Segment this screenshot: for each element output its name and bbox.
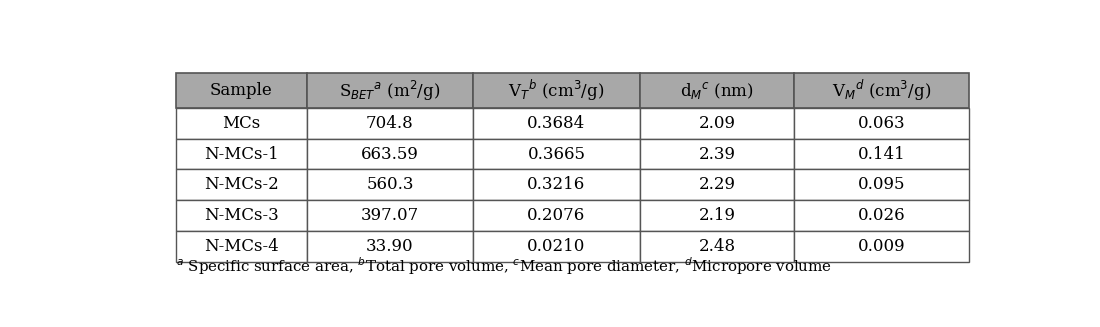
Text: 0.3216: 0.3216 [527,176,585,193]
Bar [640,73,794,108]
Text: 33.90: 33.90 [366,238,414,255]
Bar [176,108,307,139]
Text: 2.39: 2.39 [698,146,736,163]
Text: N-MCs-4: N-MCs-4 [204,238,278,255]
Text: $^{a}$ Specific surface area, $^{b}$Total pore volume, $^{c}$Mean pore diameter,: $^{a}$ Specific surface area, $^{b}$Tota… [176,255,832,277]
Text: 2.09: 2.09 [698,115,736,132]
Text: 0.009: 0.009 [858,238,905,255]
Text: N-MCs-1: N-MCs-1 [204,146,278,163]
Bar [176,200,307,231]
Text: 0.026: 0.026 [858,207,905,224]
Bar [640,169,794,200]
Bar [794,169,969,200]
Text: S$_{BET}$$^{a}$ (m$^{2}$/g): S$_{BET}$$^{a}$ (m$^{2}$/g) [339,78,441,103]
Bar [307,139,473,169]
Text: d$_{M}$$^{c}$ (nm): d$_{M}$$^{c}$ (nm) [680,80,754,101]
Bar [640,139,794,169]
Bar [176,73,307,108]
Text: 560.3: 560.3 [366,176,414,193]
Text: 0.095: 0.095 [858,176,905,193]
Text: 663.59: 663.59 [361,146,419,163]
Text: 397.07: 397.07 [361,207,419,224]
Bar [473,231,640,262]
Bar [307,231,473,262]
Text: 2.19: 2.19 [698,207,736,224]
Text: V$_{M}$$^{d}$ (cm$^{3}$/g): V$_{M}$$^{d}$ (cm$^{3}$/g) [832,78,931,103]
Bar [794,200,969,231]
Bar [307,108,473,139]
Bar [473,200,640,231]
Bar [794,73,969,108]
Bar [176,139,307,169]
Text: 0.141: 0.141 [858,146,905,163]
Bar [473,169,640,200]
Bar [473,139,640,169]
Text: N-MCs-3: N-MCs-3 [204,207,278,224]
Bar [176,169,307,200]
Text: 0.063: 0.063 [858,115,905,132]
Bar [794,231,969,262]
Bar [794,108,969,139]
Bar [307,169,473,200]
Text: 0.2076: 0.2076 [527,207,585,224]
Text: 0.3684: 0.3684 [527,115,585,132]
Bar [794,139,969,169]
Text: 0.3665: 0.3665 [527,146,585,163]
Text: 2.48: 2.48 [698,238,736,255]
Bar [473,73,640,108]
Bar [640,231,794,262]
Bar [176,231,307,262]
Text: MCs: MCs [222,115,261,132]
Text: 704.8: 704.8 [366,115,414,132]
Text: Sample: Sample [210,82,273,99]
Text: V$_{T}$$^{b}$ (cm$^{3}$/g): V$_{T}$$^{b}$ (cm$^{3}$/g) [508,78,605,103]
Bar [307,73,473,108]
Bar [473,108,640,139]
Bar [640,200,794,231]
Text: N-MCs-2: N-MCs-2 [204,176,278,193]
Text: 0.0210: 0.0210 [527,238,585,255]
Text: 2.29: 2.29 [698,176,736,193]
Bar [640,108,794,139]
Bar [307,200,473,231]
